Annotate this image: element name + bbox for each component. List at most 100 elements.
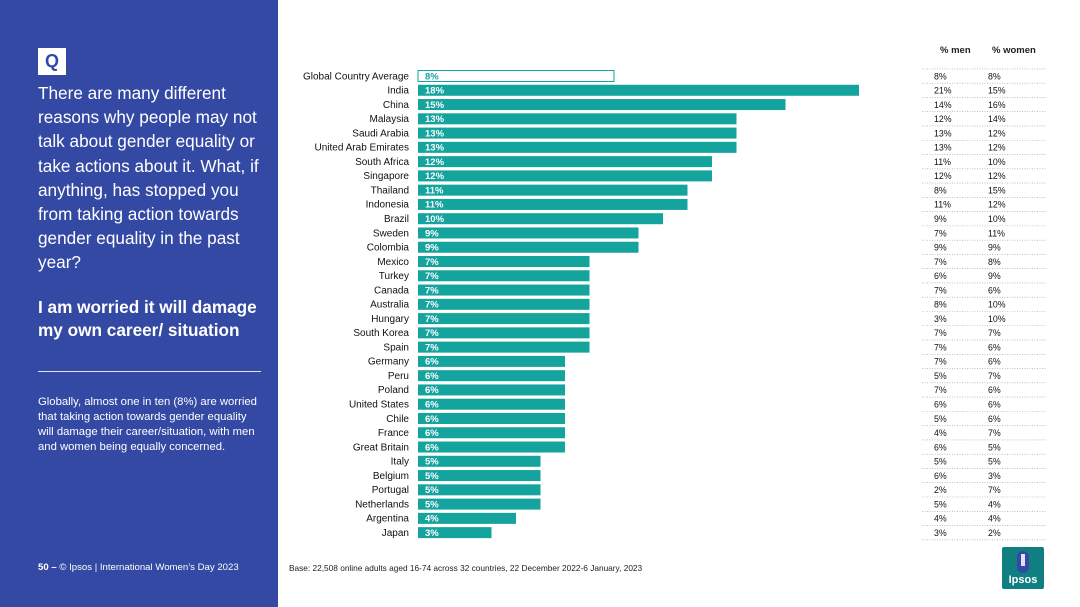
- table-cell-women: 7%: [988, 485, 1001, 495]
- table-cell-men: 3%: [934, 528, 947, 538]
- table-cell-men: 12%: [934, 114, 952, 124]
- bar-chart: % men % women Global Country Average 8% 8% 8%…: [303, 45, 1046, 541]
- table-cell-men: 8%: [934, 71, 947, 81]
- bar-value-label: 6%: [425, 357, 439, 368]
- category-label: Australia: [370, 300, 409, 311]
- table-cell-women: 2%: [988, 528, 1001, 538]
- table-cell-men: 9%: [934, 243, 947, 253]
- category-label: Sweden: [373, 228, 409, 239]
- table-cell-men: 5%: [934, 499, 947, 509]
- table-cell-men: 9%: [934, 214, 947, 224]
- table-cell-men: 11%: [934, 200, 951, 210]
- table-cell-men: 7%: [934, 342, 947, 352]
- bar-value-label: 12%: [425, 171, 445, 182]
- category-label: Thailand: [371, 185, 409, 196]
- table-cell-men: 7%: [934, 357, 947, 367]
- category-label: Portugal: [372, 485, 409, 496]
- bar: [418, 298, 590, 310]
- table-cell-men: 7%: [934, 285, 947, 295]
- bar-value-label: 9%: [425, 228, 439, 239]
- table-cell-women: 3%: [988, 471, 1001, 481]
- category-label: Colombia: [367, 243, 410, 254]
- table-cell-women: 12%: [988, 200, 1006, 210]
- bar-value-label: 13%: [425, 143, 445, 154]
- category-label: Netherlands: [355, 499, 409, 510]
- bar-value-label: 7%: [425, 328, 439, 339]
- table-cell-women: 5%: [988, 442, 1001, 452]
- bar-value-label: 13%: [425, 114, 445, 125]
- category-label: Global Country Average: [303, 71, 409, 82]
- question-text: There are many different reasons why peo…: [38, 83, 259, 273]
- table-cell-women: 5%: [988, 457, 1001, 467]
- table-cell-men: 7%: [934, 385, 947, 395]
- table-cell-women: 12%: [988, 171, 1006, 181]
- bar: [418, 341, 590, 353]
- bar-value-label: 18%: [425, 86, 445, 97]
- bar: [418, 355, 565, 367]
- category-label: South Africa: [355, 157, 409, 168]
- category-label: Canada: [374, 285, 409, 296]
- table-cell-women: 7%: [988, 428, 1001, 438]
- bar: [418, 470, 541, 482]
- bar: [418, 99, 786, 111]
- table-cell-women: 6%: [988, 285, 1001, 295]
- bar: [418, 398, 565, 410]
- table-cell-women: 11%: [988, 228, 1005, 238]
- bar: [418, 512, 516, 524]
- bar: [418, 113, 737, 125]
- bar-value-label: 3%: [425, 528, 439, 539]
- table-cell-women: 10%: [988, 157, 1006, 167]
- bar: [418, 498, 541, 510]
- bar: [418, 227, 639, 239]
- bar-value-label: 7%: [425, 271, 439, 282]
- bar-value-label: 9%: [425, 243, 439, 254]
- bar: [418, 241, 639, 253]
- category-label: Italy: [391, 457, 409, 468]
- ipsos-logo: Ipsos: [1002, 547, 1044, 589]
- table-cell-women: 10%: [988, 300, 1006, 310]
- bar-value-label: 6%: [425, 442, 439, 453]
- bar-value-label: 4%: [425, 514, 439, 525]
- answer-heading: I am worried it will damage my own caree…: [38, 297, 257, 340]
- category-label: United States: [349, 400, 409, 411]
- table-cell-women: 7%: [988, 371, 1001, 381]
- bar-value-label: 11%: [425, 200, 444, 211]
- table-cell-men: 5%: [934, 414, 947, 424]
- category-label: France: [378, 428, 410, 439]
- table-cell-women: 12%: [988, 128, 1006, 138]
- bar: [418, 313, 590, 325]
- bar: [418, 156, 712, 168]
- table-cell-women: 8%: [988, 257, 1001, 267]
- bar-value-label: 7%: [425, 314, 439, 325]
- page-number: 50 –: [38, 562, 57, 573]
- bar: [418, 527, 492, 539]
- bar: [418, 127, 737, 139]
- table-cell-men: 8%: [934, 185, 947, 195]
- table-cell-men: 7%: [934, 328, 947, 338]
- table-cell-men: 11%: [934, 157, 951, 167]
- table-cell-men: 21%: [934, 86, 952, 96]
- table-cell-men: 7%: [934, 228, 947, 238]
- bar: [418, 441, 565, 453]
- bar-value-label: 7%: [425, 257, 439, 268]
- category-label: Peru: [388, 371, 409, 382]
- question-badge: Q: [38, 48, 66, 75]
- bar-value-label: 6%: [425, 371, 439, 382]
- average-bar: [417, 70, 615, 82]
- bar: [418, 213, 663, 225]
- table-cell-women: 15%: [988, 86, 1006, 96]
- bar-value-label: 5%: [425, 471, 439, 482]
- bar-value-label: 5%: [425, 485, 439, 496]
- table-cell-men: 13%: [934, 143, 952, 153]
- category-label: Belgium: [373, 471, 409, 482]
- bar-value-label: 8%: [425, 71, 439, 82]
- bar: [418, 370, 565, 382]
- category-label: Indonesia: [366, 200, 410, 211]
- table-cell-women: 10%: [988, 214, 1006, 224]
- bar-value-label: 7%: [425, 300, 439, 311]
- table-cell-women: 16%: [988, 100, 1006, 110]
- category-label: Great Britain: [353, 442, 409, 453]
- bar-value-label: 11%: [425, 185, 444, 196]
- category-label: Saudi Arabia: [352, 128, 409, 139]
- table-cell-men: 6%: [934, 471, 947, 481]
